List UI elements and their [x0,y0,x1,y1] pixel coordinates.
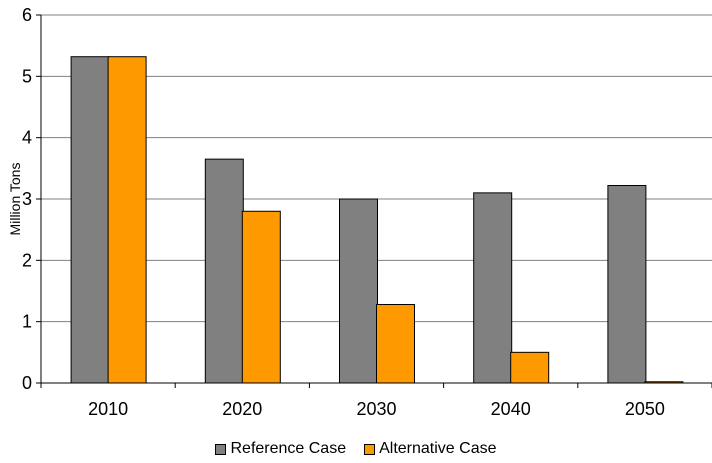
y-tick-label: 2 [22,250,32,270]
y-tick-label: 6 [22,5,32,25]
y-axis-label: Million Tons [7,163,23,236]
x-tick-label: 2030 [356,399,396,419]
bar [377,304,415,383]
legend-swatch-alternative [364,444,375,455]
bar [108,57,146,383]
x-tick-label: 2010 [88,399,128,419]
legend-item-alternative: Alternative Case [364,440,496,458]
bar [608,186,646,383]
bar [242,211,280,383]
bar [71,57,109,383]
legend: Reference Case Alternative Case [0,440,712,458]
legend-item-reference: Reference Case [215,440,346,458]
legend-label-reference: Reference Case [230,440,346,458]
x-tick-label: 2020 [222,399,262,419]
bar [340,199,378,383]
y-tick-label: 5 [22,66,32,86]
legend-label-alternative: Alternative Case [379,440,496,458]
x-tick-label: 2050 [625,399,665,419]
y-tick-label: 3 [22,189,32,209]
bar [205,159,243,383]
legend-swatch-reference [215,444,226,455]
bar [474,193,512,383]
bar [511,352,549,383]
x-tick-label: 2040 [491,399,531,419]
y-tick-label: 1 [22,312,32,332]
y-tick-label: 4 [22,128,32,148]
y-tick-label: 0 [22,373,32,393]
